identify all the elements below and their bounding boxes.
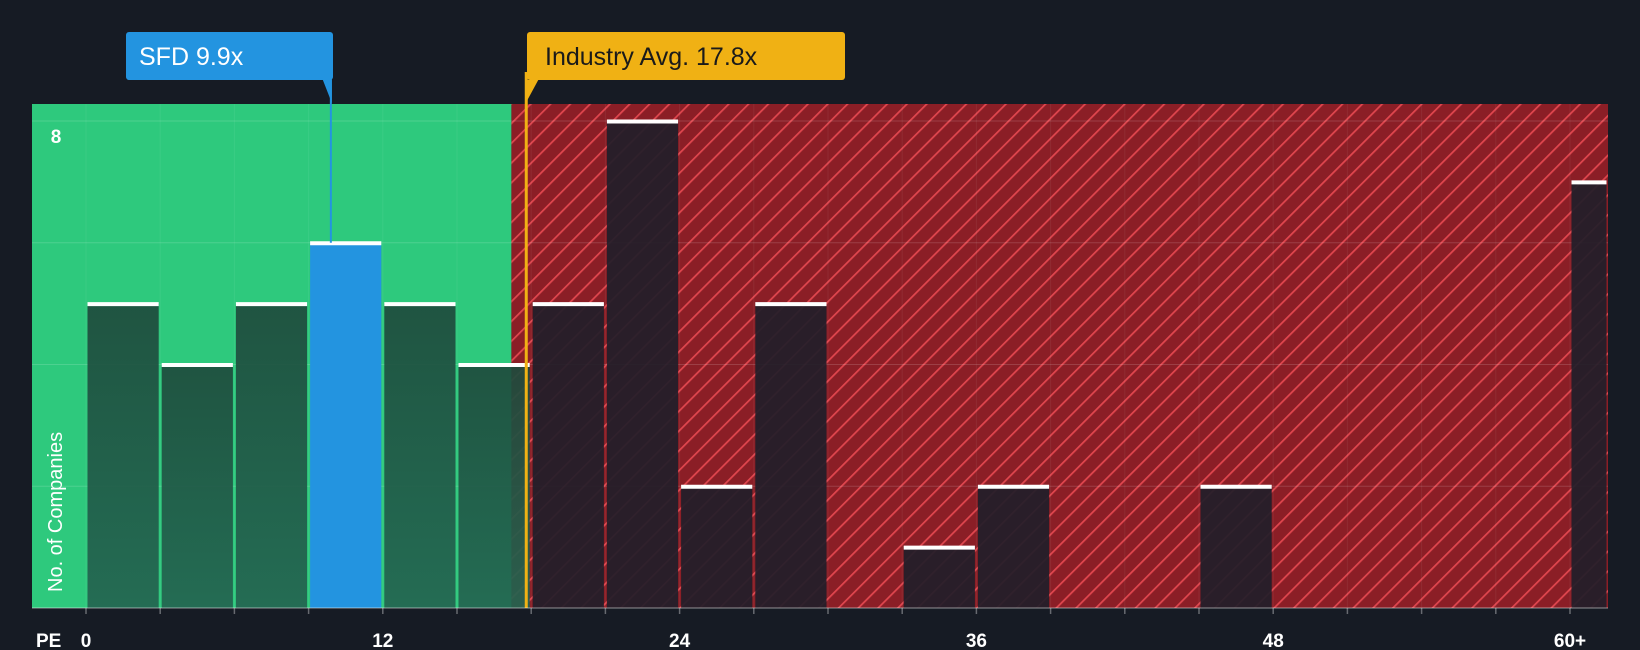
- bar-cap: [235, 302, 308, 307]
- gridlines: [32, 104, 1608, 608]
- industry-callout-box: [527, 32, 845, 80]
- axes: 0 12 24 36 48 60+ PE 8 No. of Companies: [32, 127, 1608, 650]
- bar-cap: [903, 545, 975, 550]
- histogram-bar: [1571, 181, 1607, 608]
- histogram-bar: [1200, 486, 1272, 608]
- bar-cap: [384, 302, 456, 307]
- markers: [329, 72, 528, 608]
- x-tick-label: 48: [1263, 631, 1284, 650]
- histogram-bar: [161, 364, 233, 608]
- histogram-bar: [87, 303, 159, 608]
- company-callout-box: [126, 32, 333, 80]
- bar-cap: [681, 484, 753, 489]
- histogram-bar: [458, 364, 530, 608]
- x-tick-label: 0: [81, 631, 92, 650]
- callouts: SFD 9.9x Industry Avg. 17.8x: [126, 32, 845, 104]
- histogram-bar: [384, 303, 456, 608]
- x-tick-label: 12: [372, 631, 393, 650]
- bar-cap: [87, 302, 159, 307]
- bar-cap: [1200, 484, 1272, 489]
- bar-cap: [161, 363, 233, 367]
- bar-cap: [1571, 180, 1607, 185]
- bar-cap: [755, 302, 827, 307]
- company-callout-pointer: [322, 80, 332, 103]
- histogram-bar: [235, 303, 308, 608]
- x-tick-label: 60+: [1554, 631, 1586, 650]
- company-bar: [310, 242, 382, 608]
- company-callout-label: SFD 9.9x: [139, 43, 244, 71]
- x-axis-title: PE: [36, 631, 61, 650]
- histogram-bar: [532, 303, 604, 608]
- bar-cap: [310, 241, 382, 246]
- y-axis-title: No. of Companies: [45, 432, 67, 592]
- bar-cap: [458, 363, 530, 367]
- industry-callout-label: Industry Avg. 17.8x: [545, 43, 758, 71]
- histogram-bar: [903, 547, 975, 608]
- bar-cap: [606, 119, 679, 124]
- bar-cap: [532, 302, 604, 307]
- bar-cap: [977, 484, 1050, 489]
- industry-callout-pointer: [525, 80, 539, 104]
- x-tick-label: 36: [966, 631, 987, 650]
- bars: [87, 119, 1607, 608]
- histogram-bar: [755, 303, 827, 608]
- histogram-bar: [681, 486, 753, 608]
- histogram-bar: [606, 121, 679, 608]
- x-tick-label: 24: [669, 631, 691, 650]
- y-tick-label: 8: [51, 127, 62, 148]
- histogram-bar: [977, 486, 1050, 608]
